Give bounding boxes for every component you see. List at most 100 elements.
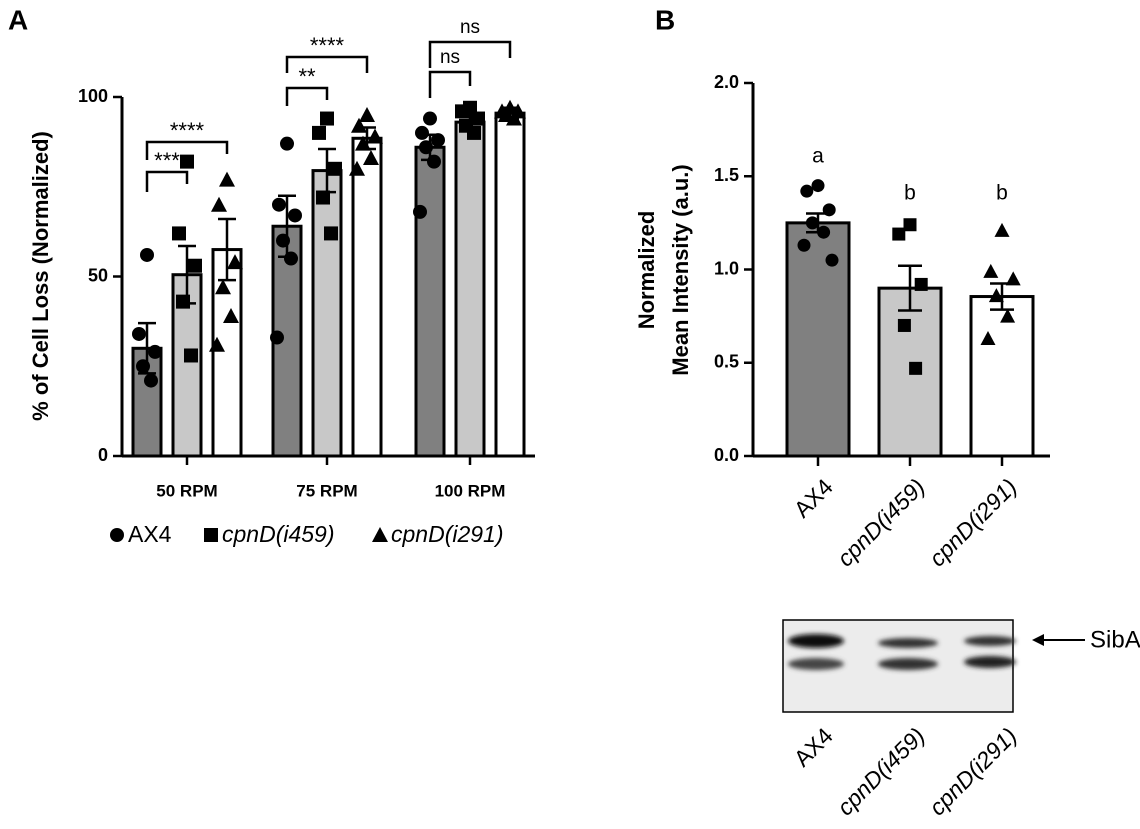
data-point xyxy=(223,307,239,323)
data-point xyxy=(211,196,227,212)
significance-bracket xyxy=(145,170,189,192)
data-point xyxy=(312,125,326,140)
significance-letter: b xyxy=(996,182,1008,205)
blot-bands xyxy=(788,634,1016,670)
data-point xyxy=(914,277,928,291)
legend-label: AX4 xyxy=(128,521,172,547)
legend-label: cpnD(i459) xyxy=(222,521,335,547)
data-point xyxy=(822,203,836,217)
arrow-head xyxy=(1032,634,1044,646)
data-point xyxy=(219,171,235,187)
bar xyxy=(494,111,526,458)
y-tick-label: 0.5 xyxy=(714,352,739,372)
x-tick-label: 50 RPM xyxy=(156,481,217,500)
data-point xyxy=(184,348,198,363)
lane-label: AX4 xyxy=(789,722,838,771)
significance-bracket xyxy=(428,70,472,98)
x-tick-label: cpnD(i291) xyxy=(924,473,1022,571)
data-point xyxy=(172,226,186,241)
y-tick-label: 0 xyxy=(98,445,108,465)
data-point xyxy=(188,258,202,273)
lane-label: cpnD(i291) xyxy=(924,722,1022,820)
data-point xyxy=(983,263,999,278)
data-point xyxy=(180,154,194,169)
data-point xyxy=(817,225,831,239)
data-point xyxy=(994,222,1010,237)
bar xyxy=(414,145,446,458)
data-point xyxy=(988,288,1004,303)
data-point xyxy=(136,359,150,374)
data-point xyxy=(909,361,923,375)
data-point xyxy=(209,336,225,352)
data-point xyxy=(800,184,814,198)
data-point xyxy=(372,527,388,542)
data-point xyxy=(1005,271,1021,286)
data-point xyxy=(363,150,379,166)
y-tick-label: 50 xyxy=(88,265,108,285)
data-point xyxy=(797,238,811,252)
significance-letter: a xyxy=(812,145,824,168)
data-point xyxy=(903,218,917,232)
bar xyxy=(785,221,851,458)
y-tick-label: 2.0 xyxy=(714,72,739,92)
x-tick-label: cpnD(i459) xyxy=(832,473,930,571)
y-tick-label: 1.0 xyxy=(714,258,739,278)
data-point xyxy=(805,216,819,230)
western-blot: SibA xyxy=(782,619,1140,713)
y-tick-label: 100 xyxy=(78,86,108,106)
lane-label: cpnD(i459) xyxy=(832,722,930,820)
significance-bracket xyxy=(285,86,329,106)
band-label: SibA xyxy=(1090,626,1140,653)
data-point xyxy=(270,330,284,345)
data-point xyxy=(176,294,190,309)
significance-label: ** xyxy=(298,64,316,89)
significance-label: ns xyxy=(460,17,480,38)
data-point xyxy=(455,104,469,119)
y-axis-label: % of Cell Loss (Normalized) xyxy=(28,131,53,421)
legend-label: cpnD(i291) xyxy=(391,521,504,547)
data-point xyxy=(1000,308,1016,323)
data-point xyxy=(148,344,162,359)
data-point xyxy=(204,528,218,542)
data-point xyxy=(144,373,158,388)
data-point xyxy=(471,111,485,126)
panel-label: A xyxy=(8,4,28,35)
data-point xyxy=(288,208,302,223)
data-point xyxy=(272,197,286,212)
data-point xyxy=(427,154,441,169)
data-point xyxy=(467,125,481,140)
y-tick-label: 0.0 xyxy=(714,445,739,465)
data-point xyxy=(359,106,375,122)
data-point xyxy=(351,117,367,133)
significance-label: **** xyxy=(310,33,345,58)
data-point xyxy=(811,179,825,193)
x-tick-label: 75 RPM xyxy=(296,481,357,500)
y-axis-label: Mean Intensity (a.u.) xyxy=(668,164,693,375)
data-point xyxy=(367,128,383,144)
y-tick-label: 1.5 xyxy=(714,165,739,185)
significance-label: *** xyxy=(154,148,180,173)
data-point xyxy=(276,233,290,248)
significance-bracket xyxy=(428,40,512,68)
data-point xyxy=(415,125,429,140)
data-point xyxy=(980,331,996,346)
data-point xyxy=(320,111,334,126)
data-point xyxy=(825,253,839,267)
bar xyxy=(351,136,383,458)
significance-bracket xyxy=(145,140,229,160)
significance-bracket xyxy=(285,55,369,73)
panel-label: B xyxy=(655,4,675,35)
x-tick-label: AX4 xyxy=(789,473,838,522)
data-point xyxy=(423,111,437,126)
significance-label: ns xyxy=(440,47,460,68)
data-point xyxy=(892,227,906,241)
data-point xyxy=(431,133,445,148)
data-point xyxy=(355,135,371,151)
bar xyxy=(311,169,343,458)
significance-label: **** xyxy=(170,118,205,143)
data-point xyxy=(280,136,294,151)
data-point xyxy=(328,161,342,176)
data-point xyxy=(506,110,522,126)
